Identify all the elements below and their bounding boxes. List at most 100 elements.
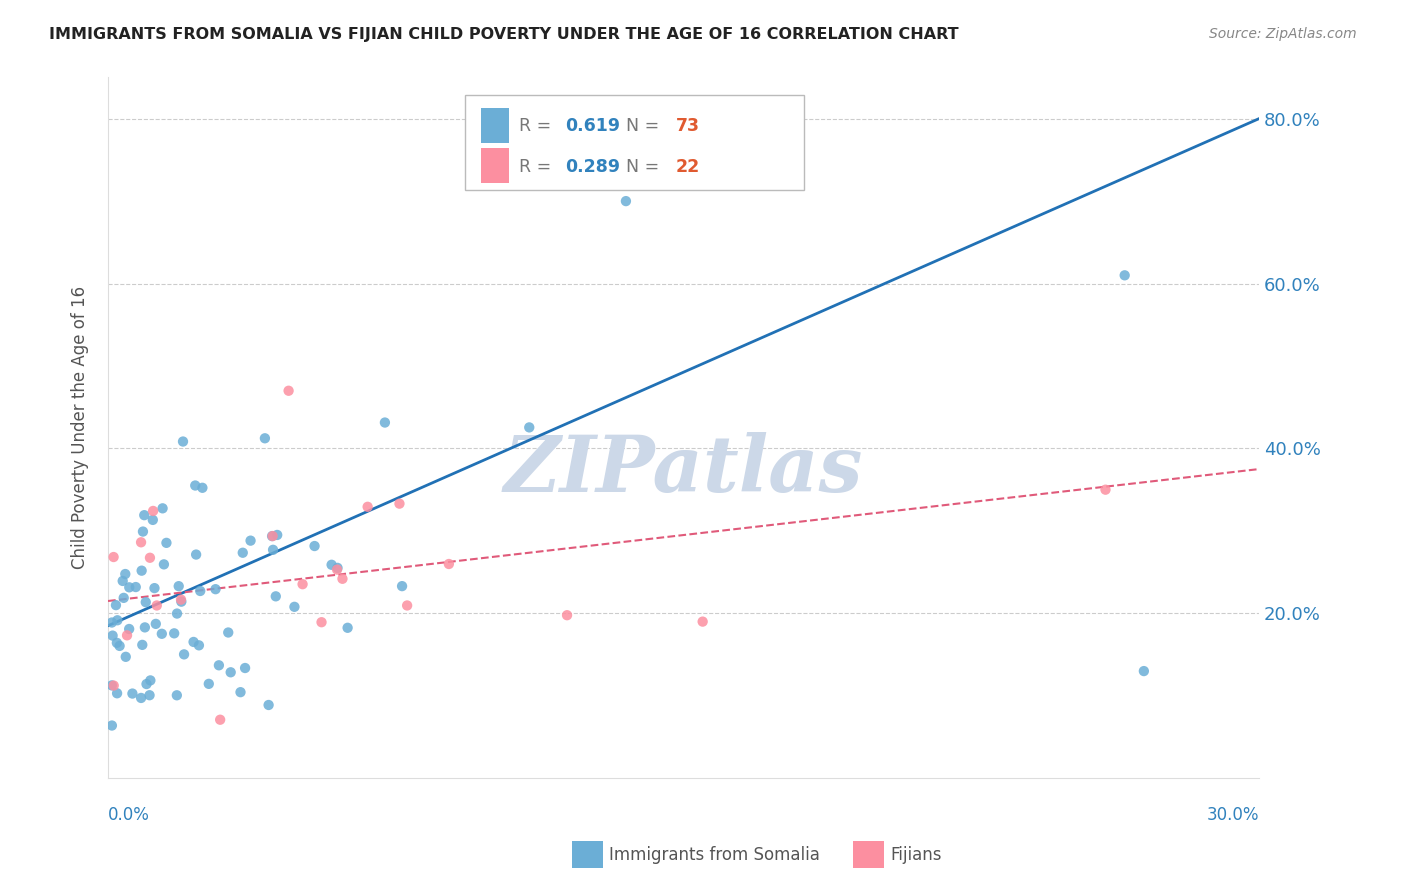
Text: 0.619: 0.619	[565, 118, 620, 136]
Point	[555, 608, 578, 623]
Point	[209, 713, 232, 727]
FancyBboxPatch shape	[481, 108, 509, 143]
Text: 22: 22	[675, 158, 700, 176]
Point	[692, 615, 714, 629]
Point	[336, 621, 359, 635]
Point	[374, 416, 396, 430]
Point	[139, 673, 162, 688]
Point	[277, 384, 299, 398]
Point	[332, 572, 354, 586]
Point	[170, 592, 193, 607]
Point	[356, 500, 378, 514]
FancyBboxPatch shape	[572, 841, 603, 868]
Text: Fijians: Fijians	[890, 846, 942, 863]
Text: ZIPatlas: ZIPatlas	[503, 432, 863, 508]
Point	[125, 580, 148, 594]
Point	[101, 629, 124, 643]
Text: 0.289: 0.289	[565, 158, 620, 176]
Point	[239, 533, 262, 548]
Point	[326, 563, 349, 577]
Point	[266, 528, 288, 542]
Point	[101, 615, 124, 630]
Point	[105, 636, 128, 650]
Point	[101, 718, 124, 732]
Point	[138, 688, 160, 702]
Point	[129, 690, 152, 705]
Point	[173, 648, 195, 662]
Point	[396, 599, 419, 613]
Text: R =: R =	[519, 158, 557, 176]
Text: N =: N =	[626, 158, 665, 176]
Point	[118, 580, 141, 594]
Text: N =: N =	[626, 118, 665, 136]
Point	[131, 564, 153, 578]
Point	[139, 550, 162, 565]
Point	[118, 622, 141, 636]
Point	[283, 599, 305, 614]
Text: 0.0%: 0.0%	[108, 806, 150, 824]
Point	[262, 529, 284, 543]
Point	[163, 626, 186, 640]
Point	[143, 581, 166, 595]
Point	[257, 698, 280, 712]
Point	[112, 591, 135, 605]
Point	[134, 620, 156, 634]
Point	[145, 616, 167, 631]
Point	[262, 529, 284, 543]
Point	[111, 574, 134, 588]
Point	[233, 661, 256, 675]
Point	[103, 679, 125, 693]
Point	[291, 577, 314, 591]
Point	[170, 595, 193, 609]
Text: 73: 73	[675, 118, 699, 136]
Point	[229, 685, 252, 699]
Point	[134, 508, 156, 523]
Text: Source: ZipAtlas.com: Source: ZipAtlas.com	[1209, 27, 1357, 41]
Point	[219, 665, 242, 680]
Point	[108, 639, 131, 653]
Point	[1114, 268, 1136, 283]
Point	[114, 567, 136, 582]
Point	[101, 678, 124, 692]
Point	[114, 649, 136, 664]
Point	[135, 677, 157, 691]
Point	[184, 548, 207, 562]
FancyBboxPatch shape	[465, 95, 804, 190]
Point	[155, 536, 177, 550]
Point	[204, 582, 226, 597]
Point	[103, 549, 125, 564]
Point	[146, 599, 169, 613]
Point	[131, 638, 153, 652]
Point	[437, 557, 460, 571]
Point	[217, 625, 239, 640]
Point	[187, 638, 209, 652]
Point	[208, 658, 231, 673]
Point	[129, 535, 152, 549]
Point	[150, 627, 173, 641]
Point	[264, 590, 287, 604]
Point	[183, 635, 205, 649]
Point	[262, 542, 284, 557]
Point	[167, 579, 190, 593]
Point	[388, 497, 411, 511]
Point	[1133, 664, 1156, 678]
Point	[107, 613, 129, 627]
Point	[191, 481, 214, 495]
FancyBboxPatch shape	[481, 148, 509, 183]
Point	[321, 558, 343, 572]
Point	[132, 524, 155, 539]
Point	[172, 434, 194, 449]
Point	[304, 539, 326, 553]
Point	[1094, 483, 1116, 497]
Point	[198, 677, 221, 691]
Point	[153, 558, 176, 572]
Point	[166, 688, 188, 702]
Point	[135, 595, 157, 609]
Y-axis label: Child Poverty Under the Age of 16: Child Poverty Under the Age of 16	[72, 286, 89, 569]
Point	[184, 478, 207, 492]
Point	[391, 579, 413, 593]
Text: 30.0%: 30.0%	[1206, 806, 1258, 824]
Point	[115, 628, 138, 642]
Text: R =: R =	[519, 118, 557, 136]
Point	[121, 687, 143, 701]
